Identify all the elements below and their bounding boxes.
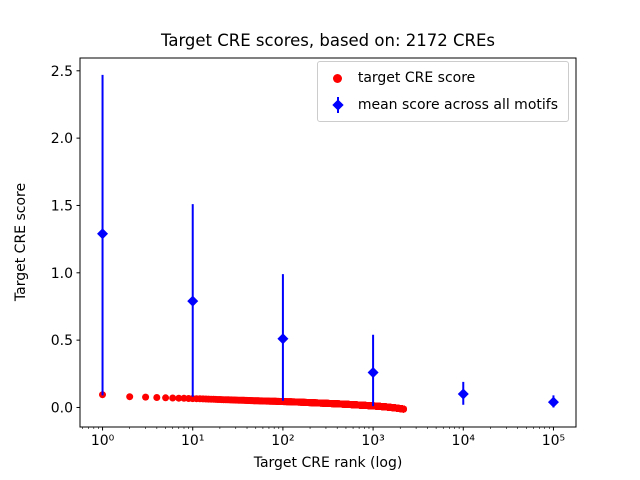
target-score-series: [99, 391, 407, 413]
legend-label-mean-score: mean score across all motifs: [357, 97, 558, 113]
x-tick-label: 10⁵: [542, 433, 565, 449]
legend-label-target-score: target CRE score: [357, 70, 476, 86]
x-tick-label: 10⁰: [91, 433, 115, 449]
y-axis-label: Target CRE score: [13, 182, 29, 302]
y-tick-label: 1.0: [51, 266, 73, 282]
x-tick-label: 10⁴: [452, 433, 476, 449]
x-axis-label: Target CRE rank (log): [253, 455, 403, 471]
x-tick-label: 10²: [271, 433, 294, 449]
x-tick-label: 10¹: [181, 433, 204, 449]
red-circle-marker-icon: [327, 69, 349, 87]
mean-point-marker: [187, 295, 199, 307]
mean-point-marker: [547, 396, 559, 408]
x-tick-label: 10³: [361, 433, 384, 449]
y-tick-label: 2.5: [51, 64, 73, 80]
legend-item-target-score: target CRE score: [327, 69, 558, 87]
y-tick-label: 1.5: [51, 198, 73, 214]
blue-diamond-errorbar-icon: [327, 96, 349, 114]
legend: target CRE score mean score across all m…: [316, 61, 569, 122]
mean-point-marker: [367, 366, 379, 378]
chart-title: Target CRE scores, based on: 2172 CREs: [160, 31, 496, 50]
plot-border: [79, 57, 577, 428]
y-tick-label: 2.0: [51, 131, 73, 147]
y-tick-label: 0.5: [51, 333, 73, 349]
mean-score-series: [97, 74, 559, 408]
y-tick-label: 0.0: [51, 400, 73, 416]
mean-point-marker: [277, 333, 289, 345]
mean-point-marker: [457, 388, 469, 400]
mean-point-marker: [97, 228, 109, 240]
legend-item-mean-score: mean score across all motifs: [327, 96, 558, 114]
